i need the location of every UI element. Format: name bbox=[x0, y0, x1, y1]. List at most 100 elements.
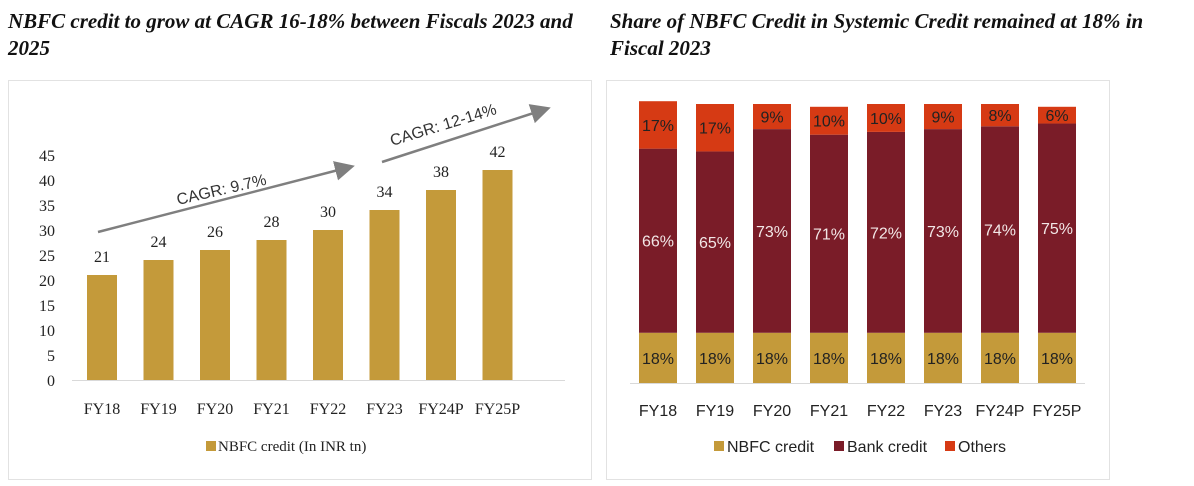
bar-FY23 bbox=[369, 210, 400, 380]
x-tick-label: FY18 bbox=[84, 401, 120, 418]
y-tick-label: 15 bbox=[39, 298, 55, 315]
y-tick-label: 0 bbox=[47, 373, 55, 390]
segment-label: 10% bbox=[870, 111, 902, 128]
data-label: 26 bbox=[207, 224, 223, 241]
segment-label: 17% bbox=[699, 121, 731, 138]
bar-segment-others-FY18 bbox=[639, 101, 677, 149]
segment-label: 10% bbox=[813, 114, 845, 131]
left-chart-title: NBFC credit to grow at CAGR 16-18% betwe… bbox=[8, 9, 573, 60]
segment-label: 6% bbox=[1045, 108, 1068, 125]
segment-label: 18% bbox=[699, 351, 731, 368]
legend-swatch-nbfc-credit bbox=[714, 441, 724, 451]
segment-label: 73% bbox=[927, 224, 959, 241]
segment-label: 74% bbox=[984, 223, 1016, 240]
legend-label: NBFC credit bbox=[727, 439, 815, 456]
bar-segment-nbfc-credit-FY21 bbox=[810, 332, 848, 383]
bar-FY22 bbox=[313, 230, 343, 380]
x-tick-label: FY18 bbox=[639, 403, 677, 420]
left-chart-panel bbox=[8, 80, 592, 480]
data-label: 30 bbox=[320, 204, 336, 221]
segment-label: 18% bbox=[1041, 351, 1073, 368]
segment-label: 71% bbox=[813, 227, 845, 244]
bar-segment-bank-credit-FY20 bbox=[753, 129, 791, 333]
right-chart-title: Share of NBFC Credit in Systemic Credit … bbox=[610, 9, 1144, 60]
cagr-arrow-2 bbox=[381, 104, 551, 164]
y-tick-label: 10 bbox=[39, 323, 55, 340]
y-tick-label: 35 bbox=[39, 198, 55, 215]
bar-FY19 bbox=[143, 260, 174, 380]
x-tick-label: FY21 bbox=[253, 401, 289, 418]
x-tick-label: FY20 bbox=[753, 403, 791, 420]
y-tick-label: 45 bbox=[39, 148, 55, 165]
segment-label: 18% bbox=[813, 351, 845, 368]
data-label: 42 bbox=[490, 144, 506, 161]
data-label: 21 bbox=[94, 249, 110, 266]
bar-segment-others-FY22 bbox=[867, 104, 905, 132]
cagr-arrow-1 bbox=[97, 161, 355, 234]
bar-segment-nbfc-credit-FY19 bbox=[696, 332, 734, 383]
bar-segment-nbfc-credit-FY22 bbox=[867, 332, 905, 383]
data-label: 34 bbox=[377, 184, 393, 201]
legend-label: NBFC credit (In INR tn) bbox=[218, 439, 366, 455]
bar-segment-others-FY20 bbox=[753, 104, 791, 130]
data-label: 28 bbox=[264, 214, 280, 231]
legend-swatch-nbfc-credit bbox=[206, 441, 216, 451]
x-tick-label: FY24P bbox=[976, 403, 1025, 420]
y-tick-label: 20 bbox=[39, 273, 55, 290]
segment-label: 73% bbox=[756, 224, 788, 241]
bar-segment-nbfc-credit-FY18 bbox=[639, 332, 677, 383]
x-tick-label: FY24P bbox=[418, 401, 463, 418]
x-tick-label: FY22 bbox=[310, 401, 346, 418]
bar-segment-bank-credit-FY25P bbox=[1038, 123, 1076, 333]
segment-label: 18% bbox=[642, 351, 674, 368]
x-tick-label: FY21 bbox=[810, 403, 848, 420]
bar-segment-bank-credit-FY22 bbox=[867, 131, 905, 333]
bar-FY24P bbox=[426, 190, 456, 380]
bar-segment-bank-credit-FY23 bbox=[924, 129, 962, 333]
y-tick-label: 25 bbox=[39, 248, 55, 265]
segment-label: 72% bbox=[870, 225, 902, 242]
bar-segment-others-FY19 bbox=[696, 104, 734, 152]
x-tick-label: FY22 bbox=[867, 403, 905, 420]
segment-label: 75% bbox=[1041, 221, 1073, 238]
y-tick-label: 5 bbox=[47, 348, 55, 365]
segment-label: 9% bbox=[760, 110, 783, 127]
bar-segment-nbfc-credit-FY20 bbox=[753, 332, 791, 383]
bar-segment-others-FY25P bbox=[1038, 106, 1076, 124]
x-tick-label: FY19 bbox=[696, 403, 734, 420]
data-label: 38 bbox=[433, 164, 449, 181]
bar-segment-others-FY21 bbox=[810, 106, 848, 135]
legend-label: Others bbox=[958, 439, 1006, 456]
bar-segment-nbfc-credit-FY25P bbox=[1038, 332, 1076, 383]
segment-label: 18% bbox=[927, 351, 959, 368]
bar-FY25P bbox=[482, 170, 513, 380]
bar-FY20 bbox=[200, 250, 230, 380]
x-tick-label: FY25P bbox=[475, 401, 520, 418]
right-chart-panel bbox=[606, 80, 1110, 480]
bar-segment-bank-credit-FY24P bbox=[981, 126, 1019, 333]
bar-FY21 bbox=[256, 240, 287, 380]
x-tick-label: FY23 bbox=[924, 403, 962, 420]
segment-label: 18% bbox=[756, 351, 788, 368]
bar-segment-others-FY23 bbox=[924, 104, 962, 130]
bar-segment-others-FY24P bbox=[981, 104, 1019, 127]
cagr-annotation-1: CAGR: 9.7% bbox=[175, 172, 268, 209]
bar-segment-bank-credit-FY19 bbox=[696, 151, 734, 333]
segment-label: 18% bbox=[984, 351, 1016, 368]
segment-label: 65% bbox=[699, 235, 731, 252]
y-tick-label: 30 bbox=[39, 223, 55, 240]
segment-label: 9% bbox=[931, 110, 954, 127]
y-tick-label: 40 bbox=[39, 173, 55, 190]
x-tick-label: FY25P bbox=[1033, 403, 1082, 420]
segment-label: 18% bbox=[870, 351, 902, 368]
bar-segment-nbfc-credit-FY23 bbox=[924, 332, 962, 383]
x-tick-label: FY23 bbox=[366, 401, 402, 418]
bar-segment-bank-credit-FY18 bbox=[639, 148, 677, 333]
segment-label: 17% bbox=[642, 118, 674, 135]
x-tick-label: FY20 bbox=[197, 401, 233, 418]
data-label: 24 bbox=[151, 234, 167, 251]
x-tick-label: FY19 bbox=[140, 401, 176, 418]
segment-label: 66% bbox=[642, 234, 674, 251]
bar-segment-nbfc-credit-FY24P bbox=[981, 332, 1019, 383]
